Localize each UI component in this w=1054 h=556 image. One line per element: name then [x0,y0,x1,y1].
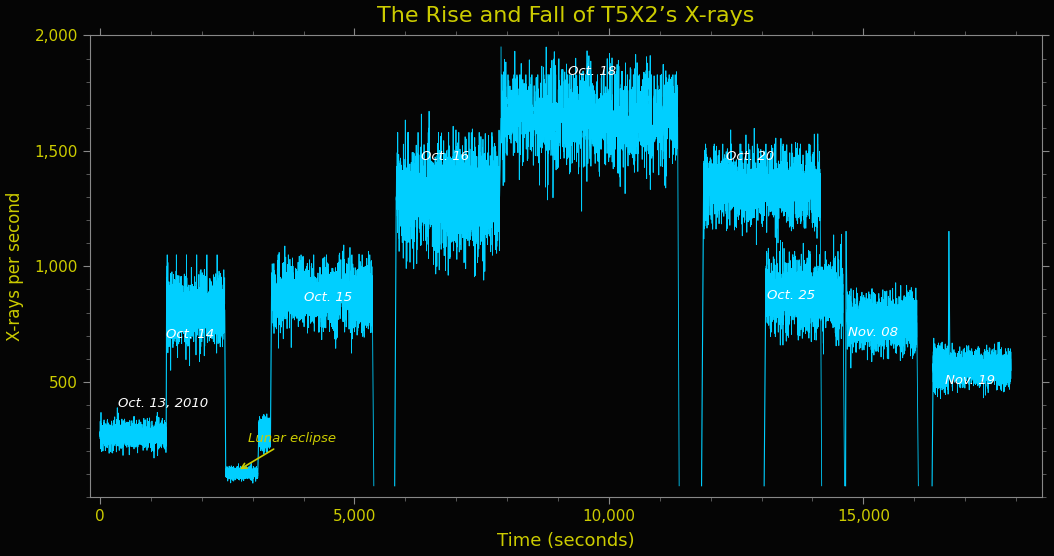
Text: Lunar eclipse: Lunar eclipse [241,432,335,468]
Text: Nov. 08: Nov. 08 [848,326,898,339]
X-axis label: Time (seconds): Time (seconds) [496,533,635,550]
Text: Oct. 25: Oct. 25 [766,289,815,302]
Text: Oct. 15: Oct. 15 [304,291,352,304]
Title: The Rise and Fall of T5X2’s X-rays: The Rise and Fall of T5X2’s X-rays [377,6,755,26]
Text: Nov. 19: Nov. 19 [944,374,995,387]
Text: Oct. 14: Oct. 14 [167,328,214,341]
Text: Oct. 18: Oct. 18 [568,64,617,78]
Text: Oct. 20: Oct. 20 [726,150,774,163]
Text: Oct. 16: Oct. 16 [421,150,469,163]
Text: Oct. 13, 2010: Oct. 13, 2010 [118,397,208,410]
Y-axis label: X-rays per second: X-rays per second [5,192,23,341]
